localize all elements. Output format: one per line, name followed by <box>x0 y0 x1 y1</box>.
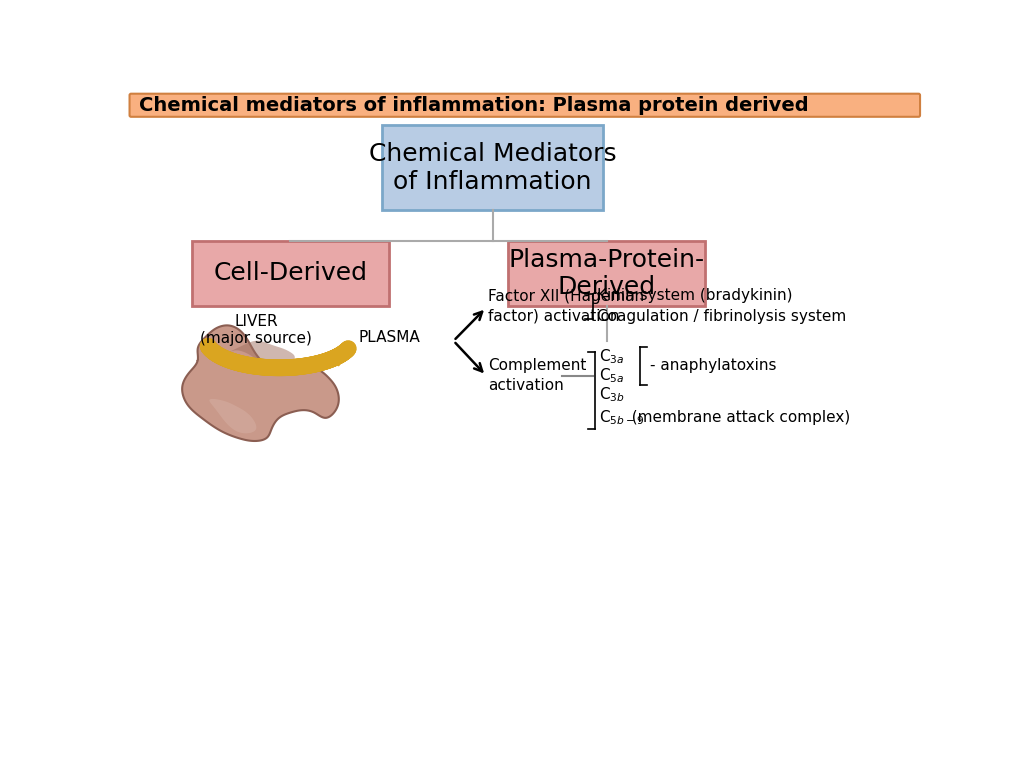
Text: Coagulation / fibrinolysis system: Coagulation / fibrinolysis system <box>597 310 846 325</box>
Text: PLASMA: PLASMA <box>359 329 421 345</box>
Text: C$_{5a}$: C$_{5a}$ <box>599 366 625 385</box>
Text: Chemical mediators of inflammation: Plasma protein derived: Chemical mediators of inflammation: Plas… <box>139 96 809 114</box>
Text: Complement
activation: Complement activation <box>488 358 587 393</box>
Text: C$_{5b-9}$: C$_{5b-9}$ <box>599 409 645 427</box>
Text: Kinin system (bradykinin): Kinin system (bradykinin) <box>597 288 793 303</box>
Polygon shape <box>182 326 339 441</box>
FancyBboxPatch shape <box>130 94 920 117</box>
FancyBboxPatch shape <box>508 241 706 306</box>
Text: - anaphylatoxins: - anaphylatoxins <box>650 359 777 373</box>
Polygon shape <box>209 399 256 433</box>
Text: C$_{3b}$: C$_{3b}$ <box>599 386 625 404</box>
Polygon shape <box>228 341 295 368</box>
Text: C$_{3a}$: C$_{3a}$ <box>599 347 625 366</box>
Text: Factor XII (Hageman
factor) activation: Factor XII (Hageman factor) activation <box>488 289 644 323</box>
Text: LIVER
(major source): LIVER (major source) <box>200 314 312 346</box>
FancyBboxPatch shape <box>382 125 603 210</box>
Text: Plasma-Protein-
Derived: Plasma-Protein- Derived <box>509 247 705 300</box>
Text: Cell-Derived: Cell-Derived <box>213 261 368 286</box>
FancyBboxPatch shape <box>191 241 389 306</box>
Text: Chemical Mediators
of Inflammation: Chemical Mediators of Inflammation <box>369 142 616 194</box>
Text: (membrane attack complex): (membrane attack complex) <box>623 410 851 425</box>
